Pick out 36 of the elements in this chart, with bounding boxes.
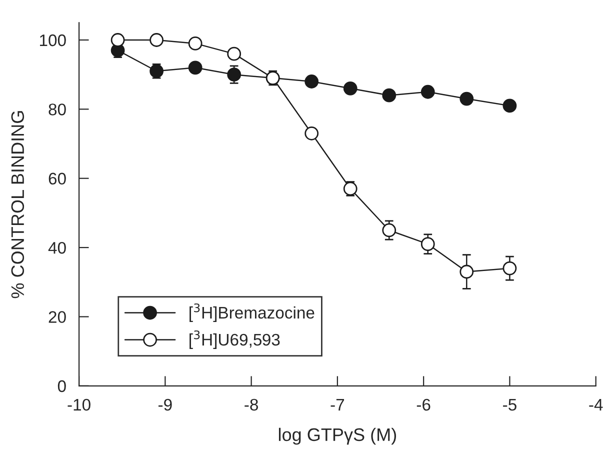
point bbox=[304, 126, 319, 140]
point bbox=[460, 264, 474, 279]
point bbox=[420, 84, 435, 99]
point bbox=[227, 68, 242, 82]
x-axis-title: log GTPγS (M) bbox=[278, 428, 396, 445]
point bbox=[188, 36, 202, 50]
point bbox=[420, 237, 435, 252]
point bbox=[382, 88, 396, 102]
point bbox=[188, 60, 202, 75]
point bbox=[460, 92, 474, 106]
y-tick-label: 40 bbox=[48, 242, 66, 254]
y-tick-label: 60 bbox=[48, 172, 66, 185]
y-axis-title: % CONTROL BINDING bbox=[11, 111, 24, 298]
point bbox=[150, 64, 164, 78]
x-tick-label: -5 bbox=[503, 399, 516, 411]
point bbox=[304, 74, 319, 88]
x-tick-label: -9 bbox=[158, 398, 172, 411]
point bbox=[110, 33, 125, 47]
point bbox=[343, 81, 358, 96]
y-tick-label: 0 bbox=[58, 380, 66, 392]
y-tick-label: 80 bbox=[48, 104, 66, 116]
x-tick-label: -8 bbox=[244, 398, 258, 411]
point bbox=[502, 261, 517, 276]
point bbox=[502, 98, 517, 113]
point bbox=[343, 182, 358, 196]
x-tick-label: -6 bbox=[416, 398, 430, 411]
point bbox=[227, 46, 242, 61]
x-tick-label: -10 bbox=[68, 398, 90, 411]
y-tick-label: 100 bbox=[40, 34, 66, 46]
legend-label: [$^{3}$H]Bremazocine bbox=[190, 303, 314, 322]
x-tick-label: -4 bbox=[589, 399, 603, 410]
legend-label: [$^{3}$H]U69,593 bbox=[190, 330, 280, 349]
point bbox=[150, 33, 164, 47]
y-tick-label: 20 bbox=[48, 311, 66, 323]
point bbox=[382, 223, 396, 238]
x-tick-label: -7 bbox=[330, 399, 344, 410]
